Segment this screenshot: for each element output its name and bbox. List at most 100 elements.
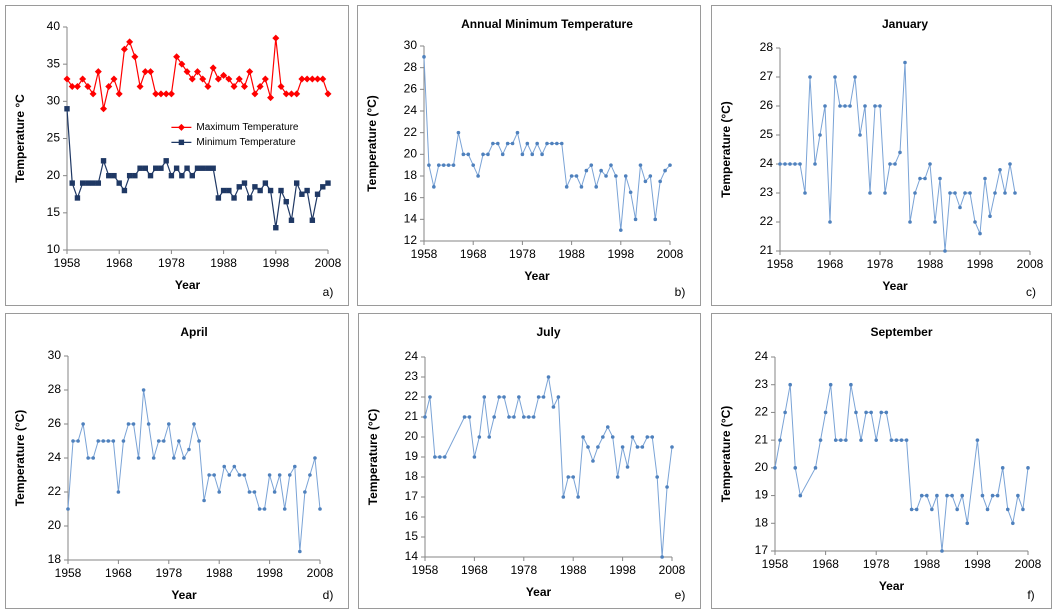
marker: [462, 415, 467, 419]
x-tick-label: 2008: [657, 247, 684, 261]
marker: [446, 163, 451, 167]
marker: [227, 473, 232, 477]
marker: [945, 493, 949, 498]
y-axis-label: Temperature °C: [13, 94, 27, 183]
marker: [214, 75, 222, 83]
marker: [481, 152, 485, 157]
marker: [833, 75, 837, 79]
marker: [178, 139, 185, 146]
marker: [197, 439, 201, 443]
marker: [162, 90, 170, 98]
chart-panel: 18 20 22 24 26 28 30 1958 1968 1978 1988 1998 2008 Ap…: [5, 313, 349, 609]
panel-label: a): [323, 285, 334, 299]
marker: [904, 438, 909, 442]
marker: [625, 465, 630, 469]
marker: [141, 68, 149, 76]
legend-label: Maximum Temperature: [196, 122, 299, 133]
marker: [220, 187, 227, 194]
legend-label: Minimum Temperature: [196, 137, 296, 148]
y-tick-label: 17: [405, 489, 419, 503]
marker: [318, 507, 322, 511]
marker: [813, 466, 818, 470]
marker: [85, 180, 91, 186]
marker: [828, 220, 832, 224]
y-tick-label: 25: [760, 127, 774, 141]
marker: [950, 493, 954, 498]
marker: [461, 152, 466, 157]
y-tick-label: 35: [47, 56, 61, 70]
chart-panel: 12 14 16 18 20 22 24 26 28 30 1958 1968 1978 1988 1998…: [357, 5, 701, 306]
marker: [908, 220, 912, 224]
x-tick-label: 1978: [867, 257, 894, 271]
marker: [476, 174, 480, 178]
marker: [441, 163, 446, 167]
marker: [157, 90, 165, 98]
marker: [120, 45, 128, 53]
panel-frame: [358, 313, 701, 609]
x-axis-label: Year: [175, 278, 201, 292]
x-tick-label: 1958: [762, 557, 789, 571]
marker: [86, 456, 90, 460]
y-tick-label: 23: [760, 185, 774, 199]
panel-label: e): [675, 588, 686, 602]
marker: [978, 231, 982, 236]
marker: [963, 191, 967, 195]
marker: [105, 82, 113, 90]
marker: [601, 435, 605, 439]
marker: [938, 176, 942, 181]
marker: [116, 180, 122, 186]
marker: [650, 435, 655, 439]
marker: [230, 82, 238, 90]
marker: [324, 90, 332, 98]
panel-label: d): [323, 588, 334, 602]
y-tick-label: 14: [404, 212, 418, 226]
marker: [147, 68, 155, 76]
marker: [988, 214, 992, 218]
marker: [813, 162, 817, 166]
y-axis-label: Temperature (°C): [719, 101, 733, 198]
marker: [121, 187, 128, 194]
marker: [467, 415, 472, 419]
marker: [267, 187, 274, 194]
marker: [540, 152, 544, 157]
marker: [838, 104, 842, 108]
marker: [496, 141, 500, 146]
marker: [178, 60, 186, 68]
y-tick-label: 23: [755, 377, 769, 391]
marker: [262, 507, 267, 511]
marker: [609, 163, 613, 167]
y-axis-label: Temperature (°C): [719, 406, 733, 503]
marker: [293, 464, 297, 469]
chart-title: April: [180, 325, 207, 339]
marker: [843, 104, 847, 108]
marker: [564, 185, 569, 189]
marker: [298, 75, 306, 83]
x-tick-label: 1998: [262, 256, 289, 270]
marker: [76, 439, 80, 443]
marker: [320, 184, 326, 190]
marker: [261, 75, 269, 83]
marker: [215, 195, 222, 201]
marker: [226, 187, 232, 194]
marker: [859, 438, 863, 442]
y-tick-label: 22: [48, 484, 62, 498]
marker: [883, 191, 887, 195]
marker: [115, 90, 123, 98]
x-tick-label: 1998: [256, 566, 283, 580]
marker: [287, 473, 292, 477]
x-tick-label: 2008: [315, 256, 342, 270]
marker: [111, 439, 116, 443]
marker: [278, 187, 284, 194]
marker: [1011, 521, 1015, 526]
marker: [314, 75, 322, 83]
y-tick-label: 18: [48, 552, 62, 566]
marker: [137, 165, 143, 171]
x-tick-label: 1978: [158, 256, 185, 270]
marker: [436, 163, 441, 167]
marker: [308, 75, 316, 83]
marker: [217, 490, 221, 494]
x-tick-label: 2008: [1017, 257, 1044, 271]
y-tick-label: 28: [760, 40, 774, 54]
marker: [571, 475, 575, 479]
y-tick-label: 22: [405, 389, 419, 403]
